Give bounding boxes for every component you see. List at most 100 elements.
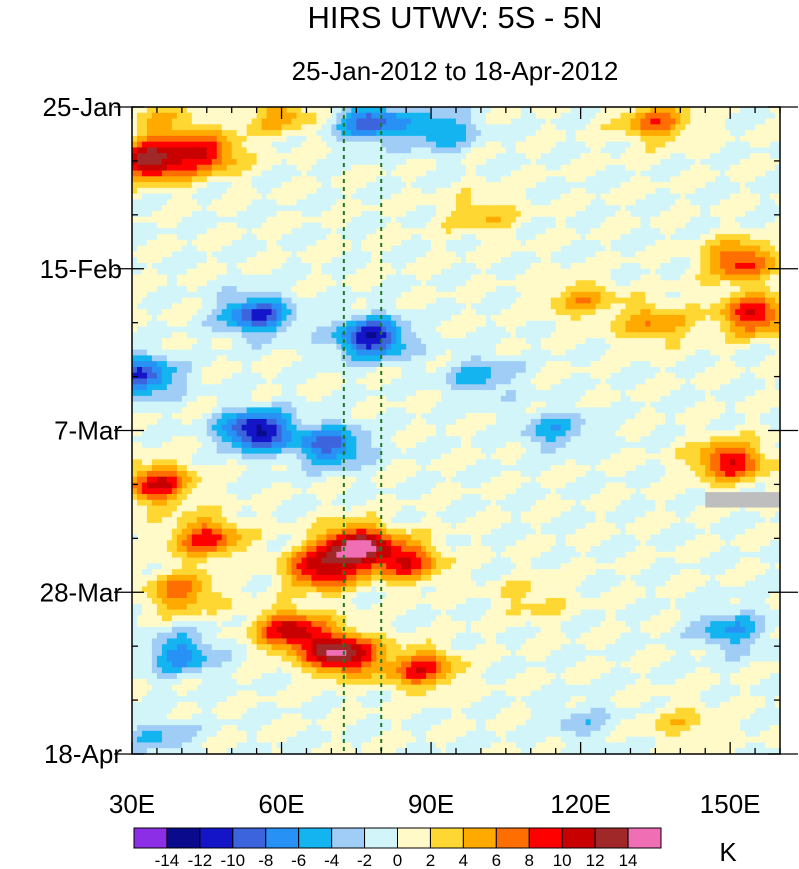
field-cell <box>366 309 372 316</box>
field-cell <box>181 147 188 154</box>
field-cell <box>221 118 228 125</box>
field-cell <box>231 228 238 235</box>
field-cell <box>416 182 422 189</box>
field-cell <box>296 309 303 316</box>
field-cell <box>386 118 392 125</box>
field-cell <box>660 274 666 281</box>
field-cell <box>366 170 372 177</box>
field-cell <box>316 286 323 293</box>
field-cell <box>221 193 228 201</box>
field-cell <box>331 130 337 137</box>
field-cell <box>670 291 676 299</box>
field-cell <box>675 291 681 299</box>
field-cell <box>770 124 776 131</box>
field-cell <box>705 286 711 293</box>
field-cell <box>635 176 642 183</box>
field-cell <box>396 112 402 120</box>
field-cell <box>755 112 761 120</box>
field-cell <box>216 251 223 258</box>
field-cell <box>321 297 327 305</box>
field-cell <box>655 303 661 310</box>
field-cell <box>371 222 377 229</box>
field-cell <box>500 118 507 125</box>
field-cell <box>411 234 417 241</box>
field-cell <box>645 135 651 143</box>
field-cell <box>196 205 203 212</box>
field-cell <box>226 199 233 206</box>
field-cell <box>680 176 686 183</box>
field-cell <box>630 257 637 264</box>
field-cell <box>630 314 637 322</box>
field-cell <box>386 245 392 253</box>
field-cell <box>625 286 632 293</box>
field-cell <box>436 297 442 305</box>
field-cell <box>645 228 651 235</box>
field-cell <box>151 280 158 287</box>
field-cell <box>675 158 681 166</box>
field-cell <box>356 245 362 253</box>
field-cell <box>246 234 253 241</box>
field-cell <box>236 147 243 154</box>
field-cell <box>720 205 726 212</box>
field-cell <box>695 228 701 235</box>
field-cell <box>650 303 656 310</box>
field-cell <box>286 158 293 166</box>
field-cell <box>361 135 367 143</box>
field-cell <box>530 147 537 154</box>
field-cell <box>775 210 780 218</box>
field-cell <box>301 170 308 177</box>
field-cell <box>246 147 253 154</box>
field-cell <box>391 297 397 305</box>
field-cell <box>620 147 627 154</box>
field-cell <box>575 268 582 276</box>
field-cell <box>386 262 392 270</box>
field-cell <box>171 124 178 131</box>
field-cell <box>665 216 671 224</box>
field-cell <box>610 153 617 160</box>
field-cell <box>660 228 666 235</box>
field-cell <box>191 147 198 154</box>
field-cell <box>735 135 741 143</box>
field-cell <box>271 291 278 299</box>
field-cell <box>356 112 362 120</box>
field-cell <box>685 314 691 322</box>
field-cell <box>660 216 666 224</box>
field-cell <box>306 245 313 253</box>
field-cell <box>775 107 780 114</box>
field-cell <box>525 164 532 172</box>
field-cell <box>296 228 303 235</box>
field-cell <box>451 107 457 114</box>
field-cell <box>575 297 582 305</box>
field-cell <box>371 320 377 328</box>
field-cell <box>650 309 656 316</box>
field-cell <box>251 210 258 218</box>
field-cell <box>630 228 637 235</box>
field-cell <box>710 164 716 172</box>
field-cell <box>196 130 203 137</box>
field-cell <box>645 176 651 183</box>
field-cell <box>570 199 577 206</box>
field-cell <box>480 222 487 229</box>
field-cell <box>266 210 273 218</box>
field-cell <box>585 170 592 177</box>
field-cell <box>695 130 701 137</box>
field-cell <box>331 309 337 316</box>
field-cell <box>485 205 492 212</box>
field-cell <box>146 130 153 137</box>
field-cell <box>266 320 273 328</box>
field-cell <box>166 107 173 114</box>
field-cell <box>465 130 472 137</box>
field-cell <box>351 141 357 149</box>
field-cell <box>326 257 332 264</box>
field-cell <box>735 297 741 305</box>
field-cell <box>401 118 407 125</box>
field-cell <box>346 262 352 270</box>
field-cell <box>755 147 761 154</box>
field-cell <box>715 297 721 305</box>
field-cell <box>216 199 223 206</box>
field-cell <box>525 176 532 183</box>
field-cell <box>680 193 686 201</box>
field-cell <box>725 239 731 247</box>
field-cell <box>500 164 507 172</box>
field-cell <box>605 112 612 120</box>
